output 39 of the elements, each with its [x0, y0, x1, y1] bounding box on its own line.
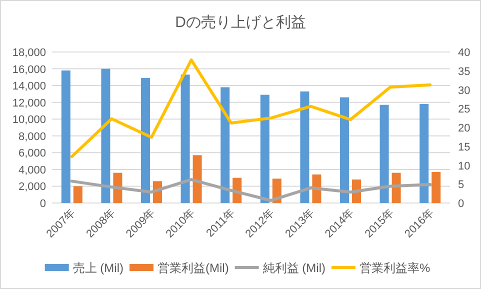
bar [192, 155, 202, 203]
bar [180, 74, 190, 203]
bar [420, 104, 429, 203]
y2-tick-label: 40 [458, 47, 470, 59]
y-tick-label: 10,000 [12, 114, 46, 126]
legend-label: 営業利益率% [359, 261, 430, 275]
bar [101, 68, 110, 203]
bar [340, 97, 349, 203]
legend-label: 売上 (Mil) [72, 261, 124, 275]
line-series [70, 178, 432, 202]
y-tick-label: 8,000 [18, 130, 46, 143]
y2-tick-label: 25 [458, 104, 470, 116]
bar [260, 94, 270, 203]
bar [220, 87, 230, 203]
y2-tick-label: 5 [458, 179, 464, 192]
y-tick-label: 6,000 [18, 148, 46, 160]
bar [73, 186, 82, 203]
y-tick-label: 14,000 [12, 80, 46, 93]
y-tick-label: 18,000 [12, 47, 46, 59]
bar [380, 104, 389, 203]
y2-tick-label: 0 [458, 198, 464, 210]
chart-title: Dの売り上げと利益 [175, 14, 306, 31]
y2-tick-label: 35 [458, 66, 470, 78]
y2-tick-label: 20 [458, 122, 470, 134]
bar [300, 91, 310, 203]
y2-tick-label: 10 [458, 160, 470, 172]
y-tick-label: 12,000 [12, 97, 46, 110]
y2-tick-label: 30 [458, 84, 470, 97]
y-tick-label: 0 [40, 198, 46, 210]
y-tick-label: 4,000 [18, 164, 46, 176]
y-tick-label: 16,000 [12, 64, 46, 76]
bar [432, 172, 441, 203]
bar [141, 78, 150, 203]
legend-label: 営業利益(Mil) [158, 261, 229, 275]
y-tick-label: 2,000 [18, 181, 46, 194]
legend-label: 純利益 (Mil) [262, 261, 326, 275]
line-series [70, 58, 432, 158]
bar [61, 70, 70, 203]
y2-tick-label: 15 [458, 141, 470, 154]
